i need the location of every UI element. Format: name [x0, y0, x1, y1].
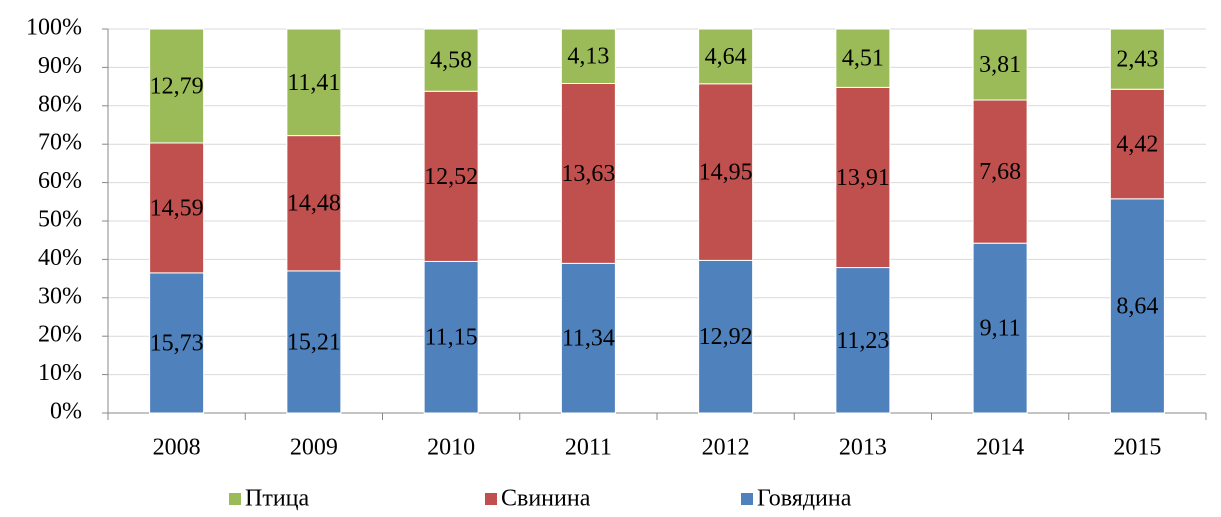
bar-segment: [698, 259, 754, 414]
bar-segment: [698, 28, 754, 85]
data-label: 13,63: [561, 161, 615, 187]
x-tick-label: 2014: [976, 435, 1024, 461]
legend-swatch: [741, 493, 753, 505]
y-tick-label: 100%: [26, 15, 82, 41]
data-label: 4,13: [567, 44, 609, 70]
data-label: 12,79: [150, 73, 204, 99]
y-tick-label: 90%: [38, 53, 82, 79]
bar-segment: [560, 28, 616, 84]
bar-segment: [1109, 88, 1165, 200]
bar-segment: [286, 270, 342, 414]
data-label: 8,64: [1116, 293, 1158, 319]
y-tick-label: 10%: [38, 360, 82, 386]
y-tick-label: 80%: [38, 91, 82, 117]
bar-segment: [835, 28, 891, 88]
x-tick-label: 2010: [427, 435, 475, 461]
data-label: 11,23: [836, 328, 889, 354]
y-tick-label: 50%: [38, 207, 82, 233]
bar-segment: [286, 28, 342, 137]
legend-label: Свинина: [501, 486, 591, 512]
bar-segment: [423, 90, 479, 262]
x-tick-label: 2013: [839, 435, 887, 461]
bar-segment: [835, 267, 891, 414]
bar-segment: [286, 135, 342, 272]
bar-segment: [423, 260, 479, 414]
bar-segment: [698, 83, 754, 261]
data-label: 4,58: [430, 48, 472, 74]
y-tick-label: 30%: [38, 283, 82, 309]
bar-segment: [149, 272, 205, 414]
x-tick-label: 2015: [1113, 435, 1161, 461]
data-label: 2,43: [1116, 47, 1158, 73]
x-tick-label: 2008: [153, 435, 201, 461]
data-label: 4,64: [705, 44, 747, 70]
data-label: 14,59: [150, 195, 204, 221]
bar-segment: [560, 262, 616, 414]
y-tick-label: 0%: [50, 399, 82, 425]
data-label: 11,41: [287, 70, 340, 96]
bar-segment: [972, 28, 1028, 101]
data-label: 13,91: [836, 165, 890, 191]
data-label: 14,95: [699, 160, 753, 186]
y-tick-label: 60%: [38, 168, 82, 194]
legend-label: Говядина: [757, 486, 852, 512]
data-label: 14,48: [287, 191, 341, 217]
data-label: 15,21: [287, 329, 341, 355]
bar-segment: [149, 28, 205, 144]
data-label: 4,51: [842, 46, 884, 72]
data-label: 4,42: [1116, 132, 1158, 158]
data-label: 11,34: [562, 326, 615, 352]
x-tick-label: 2009: [290, 435, 338, 461]
data-label: 15,73: [150, 330, 204, 356]
data-label: 7,68: [979, 159, 1021, 185]
bar-segment: [1109, 198, 1165, 414]
legend-swatch: [229, 493, 241, 505]
data-label: 9,11: [980, 316, 1021, 342]
legend-swatch: [485, 493, 497, 505]
data-label: 12,92: [699, 324, 753, 350]
y-tick-label: 70%: [38, 130, 82, 156]
bar-segment: [560, 82, 616, 264]
x-tick-label: 2012: [702, 435, 750, 461]
x-tick-label: 2011: [565, 435, 612, 461]
y-tick-label: 20%: [38, 322, 82, 348]
bar-segment: [423, 28, 479, 92]
bar-segment: [835, 86, 891, 269]
data-label: 12,52: [424, 164, 478, 190]
y-tick-label: 40%: [38, 245, 82, 271]
data-label: 11,15: [425, 325, 478, 351]
bar-segment: [149, 142, 205, 274]
bar-segment: [972, 242, 1028, 414]
legend-label: Птица: [245, 486, 310, 512]
data-label: 3,81: [979, 52, 1021, 78]
bar-segment: [1109, 28, 1165, 90]
